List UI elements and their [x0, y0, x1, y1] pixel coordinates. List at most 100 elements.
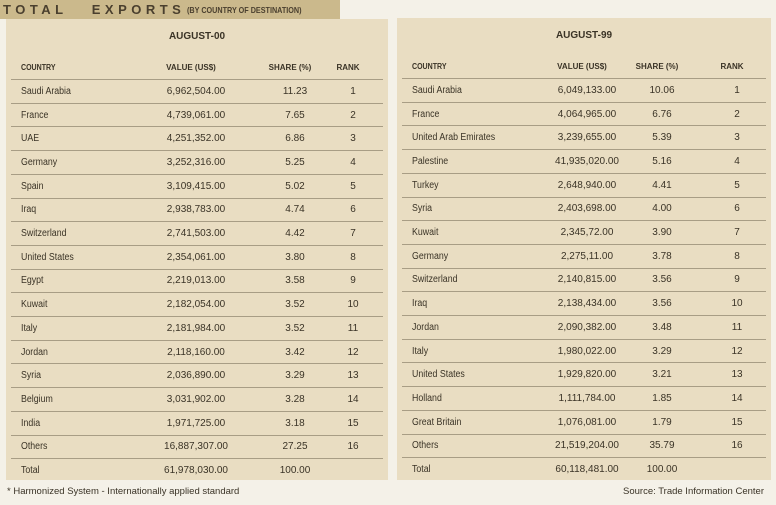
cell-country: United States	[21, 251, 74, 263]
cell-value: 2,140,815.00	[557, 274, 617, 286]
cell-rank: 16	[347, 441, 359, 453]
cell-country: Total	[21, 465, 40, 477]
cell-value: 2,182,054.00	[166, 299, 226, 311]
table-header: COUNTRY VALUE (US$) SHARE (%) RANK	[6, 63, 388, 77]
cell-rank: 10	[347, 299, 359, 311]
cell-value: 2,138,434.00	[557, 298, 617, 310]
table-row: Holland 1,111,784.00 1.85 14	[402, 386, 766, 410]
table-row: Turkey 2,648,940.00 4.41 5	[402, 172, 766, 197]
cell-country: Syria	[21, 370, 42, 382]
cell-share: 6.76	[652, 108, 672, 120]
cell-rank: 15	[731, 416, 743, 428]
cell-rank: 5	[350, 180, 356, 192]
cell-country: Saudi Arabia	[412, 84, 462, 96]
cell-value: 1,111,784.00	[558, 392, 616, 404]
table-row: United Arab Emirates 3,239,655.00 5.39 3	[402, 125, 766, 149]
col-share: SHARE (%)	[268, 63, 312, 72]
cell-share: 3.21	[652, 369, 672, 381]
cell-value: 2,181,984.00	[166, 322, 226, 334]
cell-share: 3.29	[652, 345, 672, 357]
cell-value: 2,036,890.00	[166, 370, 226, 382]
col-country: COUNTRY	[21, 63, 56, 72]
cell-value: 60,118,481.00	[555, 464, 619, 476]
cell-value: 2,118,160.00	[167, 346, 225, 358]
table-row: Jordan 2,090,382.00 3.48 11	[402, 315, 766, 339]
cell-share: 3.48	[652, 321, 672, 333]
col-share: SHARE (%)	[635, 62, 679, 71]
table-row: Kuwait 2,182,054.00 3.52 10	[11, 292, 383, 316]
table-row: Great Britain 1,076,081.00 1.79 15	[402, 409, 766, 434]
cell-country: Syria	[412, 203, 433, 215]
cell-rank: 6	[734, 203, 740, 215]
cell-share: 4.42	[285, 228, 305, 240]
cell-value: 2,275,11.00	[560, 250, 614, 262]
cell-value: 2,741,503.00	[166, 228, 226, 240]
cell-rank: 6	[350, 204, 356, 216]
cell-country: Others	[21, 441, 48, 453]
cell-share: 3.29	[285, 370, 305, 382]
cell-country: Italy	[21, 322, 38, 334]
cell-value: 4,064,965.00	[557, 108, 617, 120]
cell-value: 16,887,307.00	[164, 441, 228, 453]
cell-share: 3.42	[285, 346, 305, 358]
table-row: Germany 2,275,11.00 3.78 8	[402, 243, 766, 268]
cell-rank: 7	[734, 227, 740, 239]
footnote: * Harmonized System - Internationally ap…	[7, 486, 240, 497]
cell-value: 1,980,022.00	[557, 345, 617, 357]
cell-share: 100.00	[279, 465, 311, 477]
cell-value: 2,938,783.00	[166, 204, 226, 216]
cell-country: Total	[412, 464, 431, 476]
cell-share: 35.79	[649, 440, 675, 452]
cell-country: Kuwait	[21, 299, 48, 311]
cell-value: 21,519,204.00	[555, 440, 619, 452]
col-rank: RANK	[336, 63, 360, 72]
cell-country: United Arab Emirates	[412, 132, 496, 144]
table-row: Palestine 41,935,020.00 5.16 4	[402, 149, 766, 173]
cell-value: 2,403,698.00	[557, 203, 617, 215]
table-row: Kuwait 2,345,72.00 3.90 7	[402, 220, 766, 244]
cell-value: 3,239,655.00	[557, 132, 617, 144]
cell-country: Others	[412, 440, 439, 452]
cell-country: Great Britain	[412, 416, 462, 428]
cell-value: 3,031,902.00	[166, 393, 226, 405]
cell-rank: 3	[734, 132, 740, 144]
table-row: Switzerland 2,140,815.00 3.56 9	[402, 267, 766, 292]
cell-share: 3.78	[652, 250, 672, 262]
table-row: Saudi Arabia 6,962,504.00 11.23 1	[11, 79, 383, 103]
cell-rank: 4	[350, 156, 356, 168]
table-row: Saudi Arabia 6,049,133.00 10.06 1	[402, 78, 766, 102]
cell-rank: 14	[347, 393, 359, 405]
cell-country: Jordan	[21, 346, 48, 358]
cell-country: UAE	[21, 133, 40, 145]
cell-rank: 12	[347, 346, 359, 358]
cell-country: Germany	[21, 156, 58, 168]
cell-share: 3.80	[285, 251, 305, 263]
total-row: Total 61,978,030.00 100.00	[11, 458, 383, 482]
cell-country: France	[21, 109, 49, 121]
col-rank: RANK	[720, 62, 744, 71]
cell-country: Iraq	[21, 204, 37, 216]
cell-value: 2,648,940.00	[557, 179, 617, 191]
cell-rank: 11	[347, 322, 359, 334]
cell-share: 3.28	[285, 393, 305, 405]
col-value: VALUE (US$)	[557, 62, 607, 71]
cell-country: India	[21, 417, 41, 429]
cell-rank: 8	[734, 250, 740, 262]
table-row: UAE 4,251,352.00 6.86 3	[11, 126, 383, 150]
cell-value: 6,962,504.00	[166, 85, 226, 97]
cell-rank: 4	[734, 155, 740, 167]
cell-country: Kuwait	[412, 227, 439, 239]
cell-share: 4.00	[652, 203, 672, 215]
cell-value: 41,935,020.00	[555, 155, 619, 167]
cell-share: 11.23	[282, 85, 308, 97]
cell-share: 3.52	[285, 299, 305, 311]
cell-share: 5.39	[652, 132, 672, 144]
col-country: COUNTRY	[412, 62, 447, 71]
table-row: Syria 2,403,698.00 4.00 6	[402, 196, 766, 221]
cell-share: 6.86	[285, 133, 305, 145]
cell-value: 3,109,415.00	[166, 180, 226, 192]
table-row: India 1,971,725.00 3.18 15	[11, 410, 383, 435]
cell-rank: 12	[731, 345, 743, 357]
title: TOTAL EXPORTS	[3, 2, 186, 17]
cell-share: 10.06	[649, 84, 675, 96]
